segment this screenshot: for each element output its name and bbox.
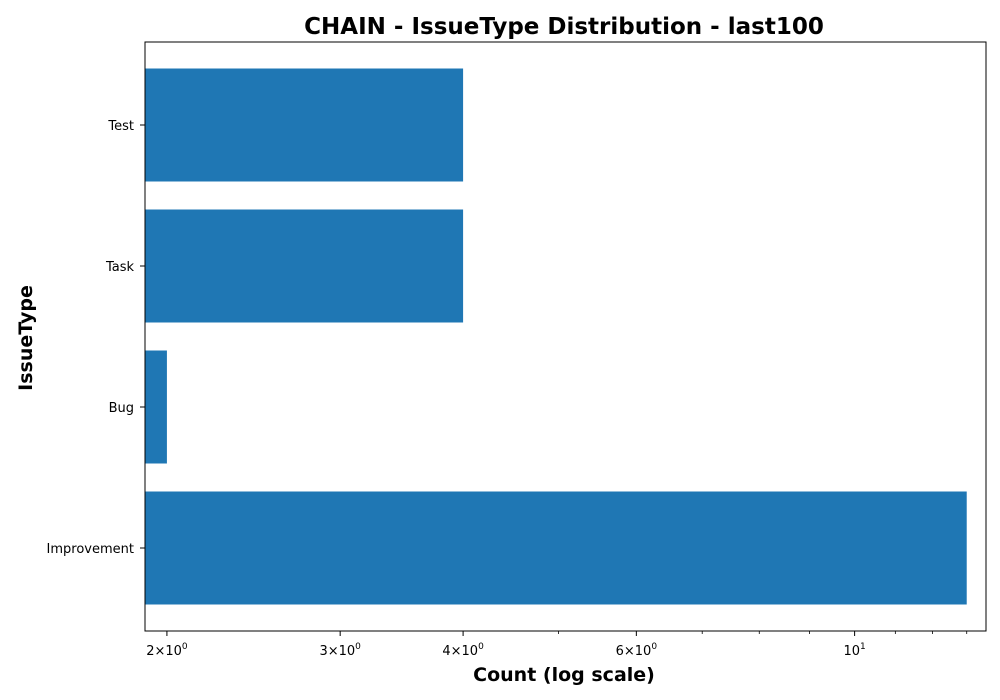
y-tick-label: Bug	[109, 401, 134, 416]
bar-improvement	[145, 491, 967, 605]
x-tick-label: 3×100	[319, 642, 361, 659]
x-axis-label: Count (log scale)	[473, 664, 655, 686]
x-tick-label: 6×100	[616, 642, 658, 659]
bar-task	[145, 209, 464, 323]
y-tick-label: Task	[105, 260, 135, 275]
y-tick-label: Test	[107, 119, 134, 134]
plot-frame	[144, 41, 987, 632]
x-tick-label: 101	[843, 642, 865, 659]
plot-area: Improvement Bug Task Test 2×100 3×100 4×100 6×1…	[47, 68, 968, 659]
x-tick-label: 2×100	[146, 642, 188, 659]
y-tick-label: Improvement	[47, 542, 134, 557]
bar-test	[145, 68, 464, 182]
x-tick-label: 4×100	[442, 642, 484, 659]
y-axis-label: IssueType	[15, 285, 37, 391]
chart-title: CHAIN - IssueType Distribution - last100	[304, 14, 824, 40]
bar-bug	[145, 350, 167, 464]
